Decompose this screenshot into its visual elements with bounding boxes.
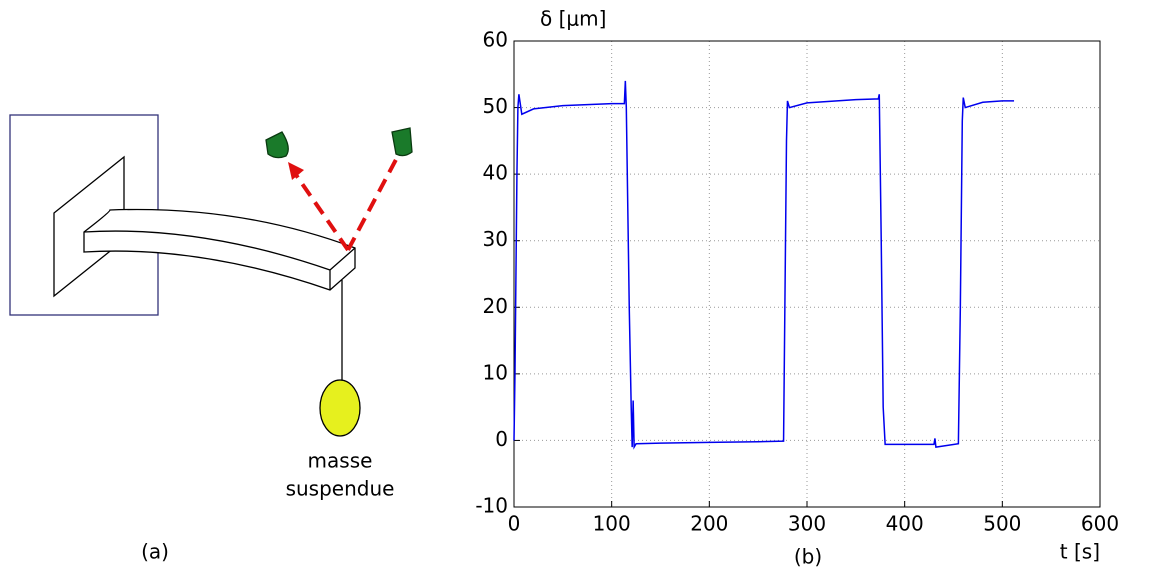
- mass: [319, 379, 361, 437]
- x-tick-label: 200: [690, 512, 728, 536]
- mass-label: masse: [308, 449, 373, 473]
- mass-label: suspendue: [286, 477, 395, 501]
- cantilever-diagram: [9, 114, 413, 437]
- y-tick-label: 10: [483, 360, 508, 384]
- x-tick-label: 600: [1081, 512, 1119, 536]
- caption: (b): [794, 545, 822, 569]
- x-tick-label: 400: [886, 512, 924, 536]
- y-tick-label: 40: [483, 161, 508, 185]
- y-tick-label: 60: [483, 28, 508, 52]
- x-tick-label: 100: [593, 512, 631, 536]
- x-axis-label: t [s]: [1060, 540, 1100, 564]
- sensor: [391, 127, 413, 157]
- y-tick-label: 0: [495, 427, 508, 451]
- sensor: [265, 131, 289, 159]
- beam: [83, 208, 356, 291]
- plot-frame: [513, 40, 1101, 508]
- laser: [292, 151, 402, 252]
- y-tick-label: 30: [483, 227, 508, 251]
- beam-edges: [83, 230, 356, 290]
- x-tick-label: 0: [508, 512, 521, 536]
- y-tick-label: 50: [483, 94, 508, 118]
- y-axis-label: δ [μm]: [540, 7, 606, 31]
- caption: (a): [141, 540, 169, 564]
- data-line: [513, 80, 1015, 450]
- arrowhead: [288, 162, 304, 180]
- y-tick-label: -10: [475, 494, 508, 518]
- x-tick-label: 500: [983, 512, 1021, 536]
- y-tick-label: 20: [483, 294, 508, 318]
- x-tick-label: 300: [788, 512, 826, 536]
